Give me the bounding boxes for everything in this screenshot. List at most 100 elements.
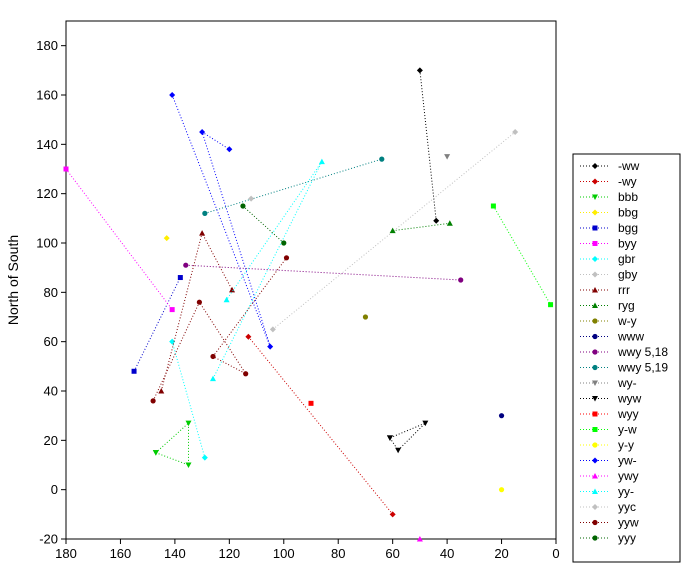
legend-entry: wyw — [580, 392, 642, 406]
data-point — [318, 158, 325, 165]
legend-entry: yyw — [580, 516, 639, 530]
data-point — [158, 388, 165, 394]
y-tick-label: 180 — [36, 38, 58, 53]
series-y-w — [490, 203, 554, 308]
x-tick-label: 80 — [331, 546, 345, 561]
legend-label: bbb — [618, 190, 638, 204]
legend-label: y-y — [618, 438, 634, 452]
axes-layer: 180 160 140 120 100 80 60 40 20 0 -20 0 20 40 60 80 100 1… — [36, 38, 559, 561]
legend-marker — [592, 535, 598, 541]
series-wyw — [386, 420, 429, 454]
x-tick-label: 120 — [218, 546, 240, 561]
legend-marker — [592, 364, 598, 371]
legend-entry: -wy — [580, 175, 637, 189]
legend-label: w-y — [617, 314, 637, 328]
y-tick-label: 40 — [44, 384, 58, 399]
data-point — [444, 154, 451, 160]
data-point — [185, 462, 192, 468]
legend-marker — [592, 333, 598, 340]
legend-label: wyy — [617, 407, 639, 421]
legend-entry: byy — [580, 237, 637, 251]
data-point — [150, 398, 156, 404]
legend-label: y-w — [618, 423, 637, 437]
x-tick-label: 40 — [440, 546, 454, 561]
legend-marker — [592, 194, 598, 200]
x-tick-label: 20 — [494, 546, 508, 561]
legend-marker — [592, 318, 598, 324]
legend-entry: y-w — [580, 423, 637, 437]
legend: -ww-wybbbbbgbggbyygbrgbyrrrrygw-ywwwwwy … — [580, 159, 668, 545]
y-tick-label: 100 — [36, 236, 58, 251]
data-point — [446, 220, 453, 226]
legend-entry: wwy 5,19 — [580, 361, 668, 375]
legend-entry: y-y — [580, 438, 634, 452]
series-yw — [169, 92, 274, 350]
series-line — [160, 231, 233, 392]
legend-marker — [592, 380, 598, 386]
legend-label: yyw — [618, 516, 639, 530]
data-point — [308, 400, 314, 406]
x-tick-label: 140 — [164, 546, 186, 561]
series-www — [498, 413, 505, 419]
data-point — [490, 203, 496, 209]
data-point — [548, 302, 554, 308]
data-point — [152, 450, 159, 456]
legend-marker — [592, 442, 598, 448]
legend-label: bgg — [618, 221, 638, 235]
series-yyy — [240, 203, 287, 246]
legend-entry: wy- — [580, 376, 637, 390]
data-point — [389, 227, 396, 234]
legend-marker — [592, 519, 598, 526]
data-point — [386, 435, 393, 441]
legend-label: -ww — [618, 159, 640, 173]
legend-label: wyw — [617, 392, 642, 406]
legend-entry: ywy — [580, 469, 639, 483]
legend-label: byy — [618, 237, 637, 251]
legend-entry: gbr — [580, 252, 635, 266]
data-point — [201, 454, 208, 461]
data-point — [498, 487, 505, 493]
series-ywy — [416, 536, 423, 542]
data-point — [416, 536, 423, 542]
data-point — [210, 375, 216, 382]
series-line — [419, 70, 437, 221]
data-point — [245, 333, 252, 340]
data-point — [243, 371, 249, 377]
data-point — [362, 314, 369, 320]
series-yyw — [150, 255, 290, 404]
data-point — [169, 92, 176, 98]
legend-label: rrr — [618, 283, 630, 297]
data-point — [210, 353, 216, 360]
legend-entry: wwy 5,18 — [580, 345, 668, 359]
series-wy — [245, 333, 396, 518]
y-tick-label: 20 — [44, 433, 58, 448]
data-point — [63, 166, 69, 172]
legend-entry: www — [580, 330, 644, 344]
series-bbg — [163, 235, 170, 242]
legend-label: yy- — [618, 485, 634, 499]
data-point — [183, 262, 189, 268]
series-line — [133, 277, 181, 372]
data-point — [131, 368, 137, 374]
data-point — [379, 156, 385, 162]
data-point — [196, 299, 202, 305]
y-axis-title: North of South — [5, 235, 21, 325]
legend-label: www — [617, 330, 644, 344]
y-tick-label: 120 — [36, 186, 58, 201]
data-point — [199, 230, 206, 236]
data-point — [169, 338, 176, 345]
series-line — [171, 94, 271, 347]
y-tick-label: 160 — [36, 88, 58, 103]
series-yyc — [248, 195, 255, 202]
data-point — [395, 447, 402, 454]
series-line — [492, 205, 552, 305]
data-point — [177, 275, 183, 281]
legend-marker — [592, 504, 598, 510]
data-point — [226, 146, 233, 153]
series-line — [171, 341, 206, 458]
series-yy — [210, 158, 325, 382]
y-tick-label: 0 — [51, 482, 58, 497]
data-point — [283, 255, 290, 261]
legend-entry: -ww — [580, 159, 640, 173]
legend-entry: bgg — [580, 221, 638, 235]
